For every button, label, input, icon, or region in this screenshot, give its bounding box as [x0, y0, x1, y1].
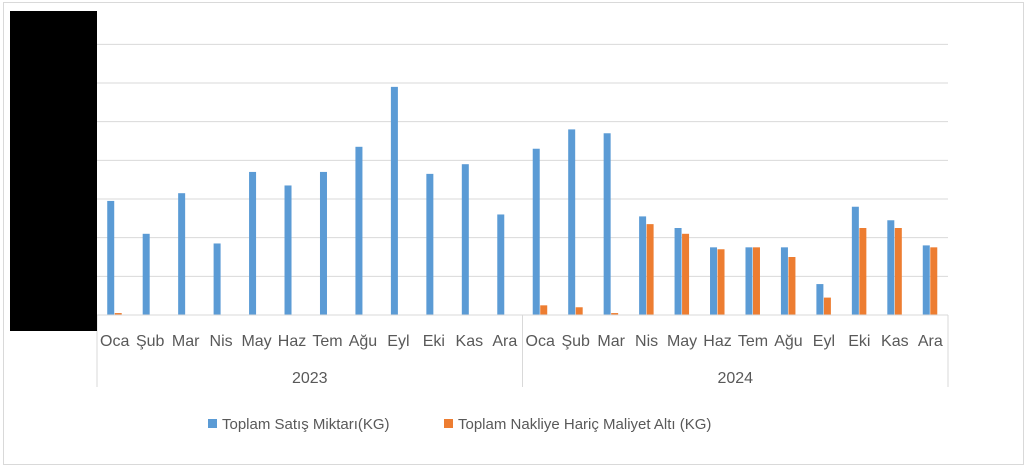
bar-sales — [461, 164, 469, 315]
legend: Toplam Satış Miktarı(KG) Toplam Nakliye H… — [208, 416, 711, 433]
bar-sales — [142, 233, 150, 315]
x-tick-label: May — [667, 333, 697, 350]
x-tick-label: Eki — [423, 333, 445, 350]
bar-sales — [745, 247, 753, 315]
x-tick-label: Eyl — [813, 333, 835, 350]
bar-sales — [710, 247, 718, 315]
bar-sales — [780, 247, 788, 315]
bar-sales — [674, 228, 682, 315]
redaction-block — [10, 11, 97, 331]
bar-cost — [894, 228, 902, 315]
legend-swatch — [208, 419, 217, 428]
x-axis: Oca Şub Mar Nis May Haz Tem Ağu Eyl Eki Kas Ara 2023… — [96, 314, 949, 387]
x-tick-label: May — [241, 333, 271, 350]
bar-sales — [178, 193, 186, 315]
bar-sales — [922, 245, 930, 315]
bar-sales — [568, 129, 576, 315]
bar-cost — [717, 249, 725, 315]
bar-sales — [426, 173, 434, 315]
x-tick-label: Şub — [561, 333, 590, 350]
bar-sales — [213, 243, 221, 315]
x-tick-label: Tem — [738, 333, 768, 350]
bar-cost — [646, 224, 654, 315]
bar-cost — [859, 228, 867, 315]
bar-sales — [390, 86, 398, 315]
bar-sales — [497, 214, 505, 315]
x-tick-label: Kas — [881, 333, 909, 350]
x-tick-label: Mar — [597, 333, 625, 350]
bar-cost — [611, 313, 619, 315]
bar-cost — [788, 257, 796, 315]
bar-cost — [930, 247, 938, 315]
bar-cost — [575, 307, 583, 315]
x-tick-label: Tem — [312, 333, 342, 350]
bar-cost — [114, 313, 122, 315]
legend-swatch — [444, 419, 453, 428]
x-tick-label: Haz — [278, 333, 306, 350]
bar-sales — [603, 133, 611, 315]
x-tick-label: Mar — [172, 333, 200, 350]
bars — [107, 86, 938, 315]
x-tick-label: Nis — [635, 333, 658, 350]
bar-sales — [107, 200, 115, 315]
bar-sales — [851, 206, 859, 315]
bar-cost — [752, 247, 760, 315]
bar-cost — [540, 305, 548, 315]
bar-sales — [532, 148, 540, 315]
bar-sales — [319, 171, 327, 315]
x-tick-label: Ara — [918, 333, 943, 350]
legend-label: Toplam Nakliye Hariç Maliyet Altı (KG) — [458, 416, 711, 433]
x-tick-label: Eki — [848, 333, 870, 350]
x-tick-label: Oca — [526, 333, 555, 350]
x-tick-label: Oca — [100, 333, 129, 350]
gridlines — [97, 43, 948, 277]
bar-cost — [823, 297, 831, 315]
year-label: 2023 — [292, 370, 328, 387]
bar-cost — [682, 233, 690, 315]
x-tick-label: Ağu — [774, 333, 802, 350]
x-tick-label: Haz — [703, 333, 731, 350]
x-tick-label: Kas — [456, 333, 484, 350]
x-tick-label: Ara — [492, 333, 517, 350]
x-tick-label: Eyl — [387, 333, 409, 350]
x-tick-label: Nis — [210, 333, 233, 350]
bar-sales — [355, 146, 363, 315]
year-label: 2024 — [717, 370, 753, 387]
bar-sales — [249, 171, 257, 315]
x-tick-label: Şub — [136, 333, 165, 350]
bar-sales — [639, 216, 647, 315]
bar-sales — [816, 284, 824, 315]
bar-sales — [284, 185, 292, 315]
x-tick-label: Ağu — [349, 333, 377, 350]
bar-sales — [887, 220, 895, 315]
legend-label: Toplam Satış Miktarı(KG) — [222, 416, 390, 433]
